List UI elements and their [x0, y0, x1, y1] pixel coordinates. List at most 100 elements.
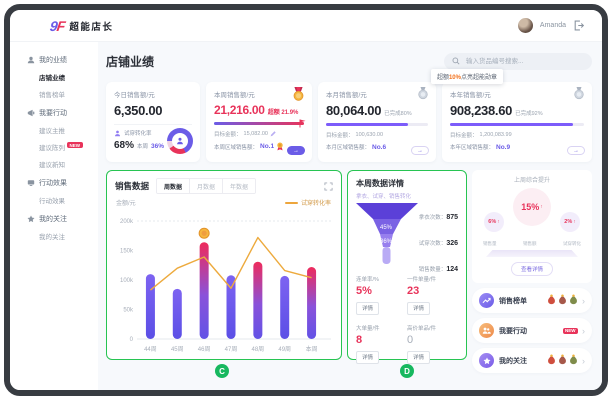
svg-text:0: 0 — [130, 337, 134, 343]
conversion-label: 试穿转化率 — [124, 131, 152, 137]
uplift-left-bubble: 6% ↑ — [484, 212, 504, 232]
sidebar-item[interactable]: 建议新知 — [39, 162, 65, 169]
kpi-value: 908,238.60 — [450, 103, 513, 118]
funnel-stats: 拿衣次数：875 试穿次数：326 销售数量：124 — [419, 206, 458, 284]
chart-title: 销售数据 — [115, 181, 150, 191]
metric-details-button[interactable]: 详情 — [356, 350, 380, 364]
search-bar[interactable] — [444, 52, 592, 70]
sidebar-section-title: 我的关注 — [27, 214, 98, 224]
progress-bar — [326, 123, 428, 126]
sidebar-item[interactable]: 建议陈列 NEW — [39, 142, 98, 152]
metric: 一件单量/件 23 详情 — [407, 275, 458, 315]
money-bag-icon — [569, 292, 578, 310]
chart-legend: 试穿转化率 — [284, 198, 331, 207]
new-badge: NEW — [562, 327, 578, 334]
annotation-marker-d: D — [400, 364, 414, 378]
svg-text:45周: 45周 — [171, 346, 184, 353]
metric: 大单量/件 8 详情 — [356, 324, 407, 364]
kpi-row: 今日销售额/元 6,350.00 试穿转化率 68% 本周 36% — [106, 82, 592, 162]
brand-name: 超能店长 — [69, 21, 114, 33]
app-header: 9F 超能店长 Amanda — [10, 10, 602, 42]
sidebar-item[interactable]: 销售榜单 — [39, 92, 65, 99]
people-icon — [479, 323, 494, 338]
money-bag-icon — [559, 293, 566, 304]
kpi-card-week: 本周销售额/元 21,216.00 超额 21.9% 目标金额： 15,082.0… — [206, 82, 312, 162]
sidebar-section-title: 我的业绩 — [27, 55, 98, 65]
kpi-value: 21,216.00 — [214, 103, 265, 117]
svg-text:36%: 36% — [380, 239, 393, 245]
sidebar-item[interactable]: 我的关注 — [39, 234, 65, 241]
main-content: 店铺业绩 超额10%点亮超能勋章 今日销售额/元 6,350.00 — [98, 42, 602, 390]
search-input[interactable] — [464, 56, 584, 66]
tab-1[interactable]: 月数据 — [190, 179, 224, 193]
kpi-card-year: 本年销售额/元 908,238.60 已完成92% 目标金额： 1,200,083… — [442, 82, 592, 162]
metric: 高价单品/件 0 详情 — [407, 324, 458, 364]
kpi-card-month: 本月销售额/元 80,064.00 已完成80% 目标金额： 100,630.00… — [318, 82, 436, 162]
shortcut-card[interactable]: 我的关注 › — [472, 348, 592, 373]
view-details-button[interactable]: 查看详情 — [510, 262, 553, 276]
tab-2[interactable]: 年数据 — [223, 179, 256, 193]
flag-icon — [299, 115, 306, 133]
money-bag-icon — [570, 293, 577, 304]
kpi-value: 6,350.00 — [114, 103, 163, 118]
edit-icon[interactable] — [270, 131, 276, 137]
right-column: 上周综合提升 15% ↑ 6% ↑ 2% ↑ 销售量 销售额 试穿转化 查看详情 — [472, 170, 592, 373]
week-detail-panel: 本周数据详情 拿衣、试穿、销售转化 45% 36% 拿衣次数：875 试穿次数：3… — [347, 170, 467, 364]
metric-details-button[interactable]: 详情 — [407, 301, 431, 315]
rank-value: No.6 — [372, 143, 387, 151]
conversion-donut — [167, 128, 193, 154]
sidebar: 我的业绩 店铺业绩 销售榜单 我要行动 建议主推 建议陈列 NEW 建议新知 行动效果 行动效果我… — [10, 42, 98, 390]
person-icon — [114, 130, 121, 137]
svg-text:150k: 150k — [120, 249, 134, 255]
silver-badge-icon — [573, 87, 585, 105]
panels-row: 销售数据 周数据 月数据 年数据 金额/元 试穿转化率 0 50k 100k 150k 20… — [106, 170, 592, 373]
metric-details-button[interactable]: 详情 — [407, 350, 431, 364]
sidebar-section: 我的业绩店铺业绩销售榜单 — [27, 55, 98, 99]
money-bag-icon — [558, 352, 567, 370]
money-bag-icon — [559, 353, 566, 364]
tab-0[interactable]: 周数据 — [157, 179, 191, 193]
user-icon — [27, 56, 35, 64]
kpi-card-today: 今日销售额/元 6,350.00 试穿转化率 68% 本周 36% — [106, 82, 200, 162]
star-icon — [479, 353, 494, 368]
y-axis-label: 金额/元 — [116, 201, 136, 207]
annotation-marker-c: C — [215, 364, 229, 378]
uplift-main-bubble: 15% ↑ — [513, 188, 551, 226]
expand-icon[interactable] — [324, 181, 333, 191]
money-bag-icon — [547, 352, 556, 370]
svg-text:47周: 47周 — [225, 346, 238, 353]
action-icon — [27, 109, 35, 117]
metric-details-button[interactable]: 详情 — [356, 301, 380, 315]
avatar[interactable] — [517, 18, 533, 33]
uplift-title: 上周综合提升 — [513, 178, 550, 184]
chart-bar — [253, 261, 263, 339]
logout-icon[interactable] — [573, 20, 584, 31]
svg-text:46周: 46周 — [198, 346, 211, 353]
kpi-label: 本周销售额/元 — [214, 92, 255, 99]
metrics-grid: 连单率/% 5% 详情 一件单量/件 23 详情 大单量/件 8 详情 高价单品/件 0 详情 — [356, 275, 458, 364]
sidebar-item[interactable]: 建议主推 — [39, 128, 65, 135]
chart-tabs: 周数据 月数据 年数据 — [156, 178, 257, 194]
chart-bar — [172, 288, 182, 339]
money-bag-icon — [558, 292, 567, 310]
sales-chart: 0 50k 100k 150k 200k 44周 45周 46周 47周 48周 49周 本周 — [120, 219, 331, 353]
shortcut-card[interactable]: 销售榜单 › — [472, 288, 592, 313]
search-icon — [452, 57, 460, 65]
svg-text:45%: 45% — [380, 225, 393, 231]
chart-bar — [145, 274, 155, 339]
details-arrow-button[interactable]: → — [567, 146, 585, 155]
details-arrow-button[interactable]: → — [411, 146, 429, 155]
sidebar-section: 行动效果 行动效果 — [27, 178, 98, 205]
silver-badge-icon — [417, 87, 429, 105]
details-arrow-button[interactable]: → — [287, 146, 305, 155]
conversion-line — [149, 236, 312, 291]
trend-icon — [479, 293, 494, 308]
funnel-stat: 拿衣次数：875 — [418, 214, 458, 221]
sidebar-item[interactable]: 行动效果 — [39, 198, 65, 205]
sidebar-section: 我要行动 建议主推 建议陈列 NEW 建议新知 — [27, 108, 98, 169]
shortcut-card[interactable]: 我要行动 NEW › — [472, 318, 592, 343]
sidebar-item[interactable]: 店铺业绩 — [39, 75, 65, 82]
chevron-right-icon: › — [582, 325, 585, 336]
weekly-uplift-card: 上周综合提升 15% ↑ 6% ↑ 2% ↑ 销售量 销售额 试穿转化 查看详情 — [472, 170, 592, 283]
money-bag-icon — [570, 353, 577, 364]
